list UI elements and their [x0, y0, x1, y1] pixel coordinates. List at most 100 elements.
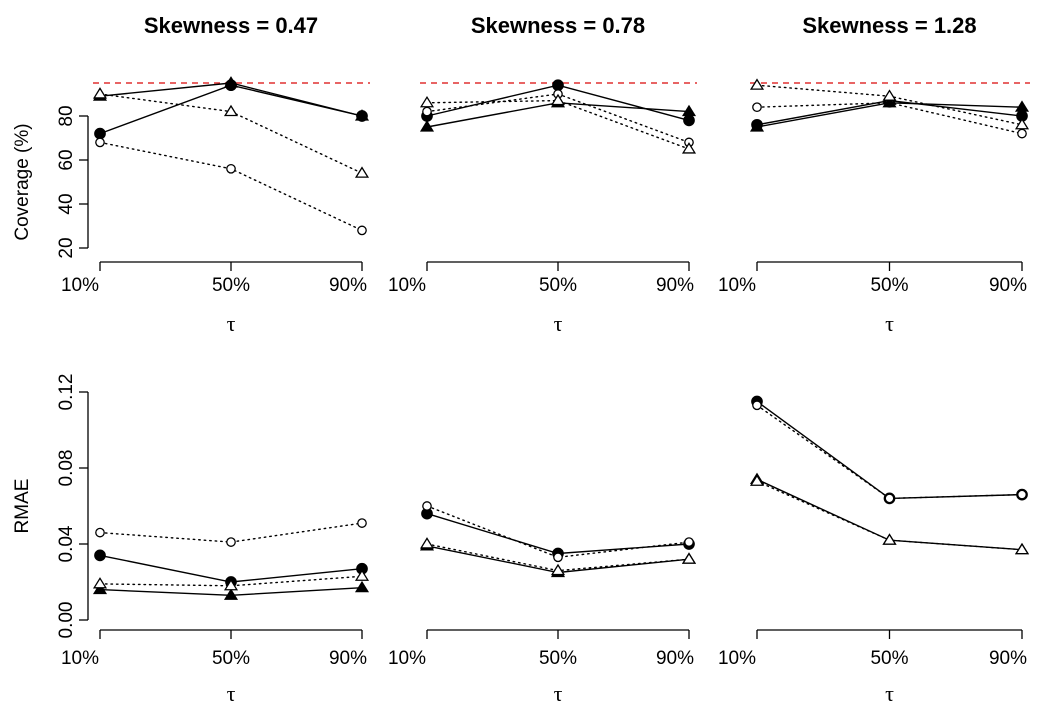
data-point	[92, 87, 108, 99]
x-axis-title: τ	[885, 681, 894, 706]
data-point	[94, 127, 106, 140]
panel-5: 10% 50% 90% τ	[388, 501, 697, 706]
x-tick-label: 50%	[539, 648, 577, 669]
data-point	[882, 89, 897, 101]
series-3	[92, 580, 370, 600]
x-axis-title: τ	[227, 311, 236, 336]
series-line	[756, 400, 1023, 500]
panel-2: Skewness = 0.78 10% 50% 90% τ	[388, 13, 697, 336]
series-4	[749, 474, 1030, 555]
data-point	[681, 552, 697, 564]
data-point	[684, 537, 694, 547]
data-point	[1014, 117, 1030, 130]
series-1	[421, 507, 695, 560]
x-tick-label: 50%	[870, 275, 908, 296]
data-point	[422, 106, 432, 117]
data-point	[550, 563, 566, 576]
data-point	[223, 578, 239, 591]
x-tick-label: 50%	[212, 648, 250, 669]
x-tick-label: 10%	[388, 648, 426, 669]
x-tick-label: 90%	[989, 648, 1027, 669]
series-4	[92, 569, 370, 591]
data-point	[422, 501, 432, 511]
series-2	[95, 518, 367, 547]
x-tick-label: 90%	[329, 275, 367, 296]
y-tick-label: 0.00	[56, 602, 77, 639]
data-point	[226, 163, 236, 174]
x-tick-label: 50%	[870, 648, 908, 669]
series-1	[751, 395, 1028, 505]
data-point	[1014, 542, 1030, 555]
data-point	[223, 588, 239, 600]
series-line	[426, 512, 690, 555]
x-tick-label: 10%	[718, 275, 756, 296]
data-point	[681, 142, 697, 154]
panel-4: 10% 50% 90% τ 0.00 0.04 0.08 0.12 RMAE	[12, 374, 370, 706]
data-point	[749, 78, 765, 90]
data-point	[94, 549, 106, 562]
series-4	[419, 537, 697, 576]
data-point	[354, 109, 370, 121]
data-point	[1017, 128, 1027, 139]
y-tick-label: 20	[56, 237, 77, 258]
data-point	[419, 537, 435, 549]
data-point	[752, 400, 762, 411]
series-4	[749, 78, 1030, 130]
data-point	[354, 166, 370, 178]
data-point	[550, 93, 566, 106]
series-line	[99, 141, 363, 232]
series-4	[419, 93, 697, 154]
y-tick-label: 0.04	[56, 525, 77, 562]
data-point	[354, 580, 370, 593]
y-tick-label: 60	[56, 149, 77, 170]
data-point	[884, 493, 895, 504]
series-line	[756, 404, 1023, 500]
x-axis-title: τ	[554, 311, 563, 336]
x-axis-title: τ	[227, 681, 236, 706]
data-point	[553, 552, 563, 563]
panel-title: Skewness = 0.47	[144, 13, 318, 38]
data-point	[92, 582, 108, 595]
data-point	[681, 104, 697, 117]
panel-title: Skewness = 0.78	[471, 13, 645, 38]
data-point	[419, 120, 435, 132]
x-axis-title: τ	[554, 681, 563, 706]
series-line	[99, 575, 363, 587]
series-3	[749, 95, 1030, 132]
series-line	[426, 99, 690, 150]
y-tick-label: 80	[56, 105, 77, 126]
data-point	[357, 225, 367, 236]
x-axis-title: τ	[885, 311, 894, 336]
data-point	[354, 569, 370, 581]
y-axis-title: RMAE	[12, 479, 33, 534]
data-point	[223, 104, 239, 117]
data-point	[882, 533, 897, 545]
panel-1: Skewness = 0.47 10% 50% 90% τ 20 40 60 80 Coverag…	[12, 13, 370, 336]
data-point	[95, 527, 105, 538]
data-point	[749, 120, 765, 132]
series-2	[95, 137, 367, 236]
y-tick-label: 0.12	[56, 374, 77, 411]
data-point	[749, 474, 765, 486]
panel-title: Skewness = 1.28	[802, 13, 976, 38]
x-tick-label: 10%	[388, 275, 426, 296]
data-point	[1014, 100, 1030, 112]
x-tick-label: 50%	[212, 275, 250, 296]
data-point	[95, 137, 105, 148]
data-point	[226, 537, 236, 547]
series-3	[92, 76, 370, 121]
x-tick-label: 50%	[539, 275, 577, 296]
data-point	[419, 95, 435, 108]
data-point	[552, 79, 564, 92]
panel-6: 10% 50% 90% τ	[718, 395, 1030, 706]
data-point	[752, 102, 762, 113]
panel-3: Skewness = 1.28 10% 50% 90% τ	[718, 13, 1030, 336]
x-tick-label: 90%	[329, 648, 367, 669]
series-4	[92, 87, 370, 178]
y-axis-title: Coverage (%)	[12, 123, 33, 240]
x-tick-label: 90%	[656, 275, 694, 296]
series-2	[422, 501, 694, 563]
data-point	[92, 577, 108, 589]
